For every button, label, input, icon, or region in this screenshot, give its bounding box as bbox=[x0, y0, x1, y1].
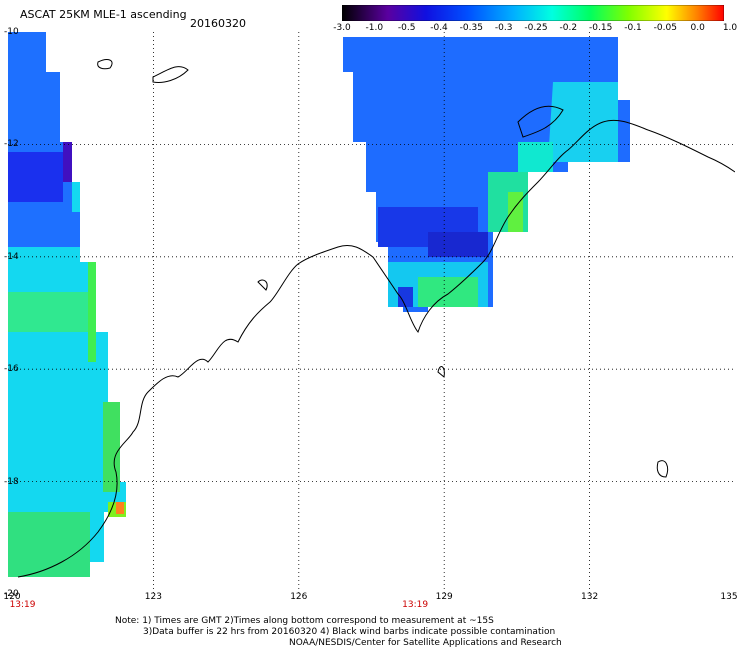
colorbar-tick-label: -0.15 bbox=[589, 23, 613, 33]
note-line-3: NOAA/NESDIS/Center for Satellite Applica… bbox=[289, 638, 562, 648]
note-line-2: 3)Data buffer is 22 hrs from 20160320 4)… bbox=[143, 627, 556, 637]
colorbar-tick-label: -0.25 bbox=[524, 23, 548, 33]
longitude-label: 135 bbox=[720, 592, 738, 602]
map-plot bbox=[8, 32, 735, 594]
coastline bbox=[152, 66, 189, 83]
time-label: 13:19 bbox=[9, 600, 36, 610]
latitude-label: -10 bbox=[4, 27, 19, 37]
swath-region bbox=[398, 287, 413, 307]
colorbar-tick-label: -3.0 bbox=[333, 23, 351, 33]
colorbar-tick-label: -0.35 bbox=[459, 23, 483, 33]
swath-region bbox=[8, 512, 90, 577]
latitude-label: -16 bbox=[4, 364, 19, 375]
longitude-label: 132 bbox=[581, 592, 599, 602]
swath-region bbox=[418, 277, 478, 307]
colorbar bbox=[342, 5, 724, 21]
swath-region bbox=[88, 262, 96, 362]
colorbar-tick-label: -0.05 bbox=[653, 23, 677, 33]
colorbar-tick-label: -0.3 bbox=[494, 23, 513, 33]
latitude-label: -12 bbox=[4, 139, 19, 150]
swath-region bbox=[103, 402, 120, 492]
colorbar-tick-label: -1.0 bbox=[365, 23, 384, 33]
coastline bbox=[517, 105, 564, 138]
swath-region bbox=[428, 232, 488, 257]
longitude-label: 123 bbox=[144, 592, 162, 602]
colorbar-labels: -3.0 -1.0 -0.5 -0.4 -0.35 -0.3 -0.25 -0.2 -0.15 -… bbox=[332, 23, 737, 35]
swath-region bbox=[518, 142, 553, 172]
note-line-1: Note: 1) Times are GMT 2)Times along bot… bbox=[115, 616, 494, 626]
swath-region bbox=[63, 142, 72, 182]
colorbar-tick-label: 0.0 bbox=[690, 23, 705, 33]
colorbar-tick-label: -0.2 bbox=[559, 23, 578, 33]
coastline bbox=[97, 59, 113, 70]
longitude-label: 126 bbox=[290, 592, 308, 602]
coastline bbox=[656, 460, 669, 478]
swath-region bbox=[8, 292, 88, 332]
latitude-label: -20 bbox=[4, 589, 19, 599]
latitude-label: -14 bbox=[4, 251, 19, 262]
time-label: 13:19 bbox=[402, 600, 429, 610]
colorbar-tick-label: -0.1 bbox=[624, 23, 642, 33]
map-title: ASCAT 25KM MLE-1 ascending bbox=[20, 8, 187, 21]
map-date: 20160320 bbox=[190, 17, 246, 30]
swath-region bbox=[116, 502, 124, 514]
colorbar-tick-label: 1.0 bbox=[722, 23, 738, 33]
longitude-label: 120 bbox=[3, 592, 21, 602]
colorbar-tick-label: -0.4 bbox=[430, 23, 448, 33]
colorbar-tick-label: -0.5 bbox=[397, 23, 416, 33]
coastline bbox=[257, 279, 268, 291]
longitude-label: 129 bbox=[435, 592, 453, 602]
latitude-label: -18 bbox=[4, 476, 19, 487]
swath-region bbox=[8, 32, 80, 247]
swath-region bbox=[8, 152, 63, 202]
swath-region bbox=[508, 192, 523, 232]
coastline bbox=[437, 366, 445, 378]
coastline bbox=[17, 119, 735, 578]
swath-region bbox=[548, 82, 618, 162]
